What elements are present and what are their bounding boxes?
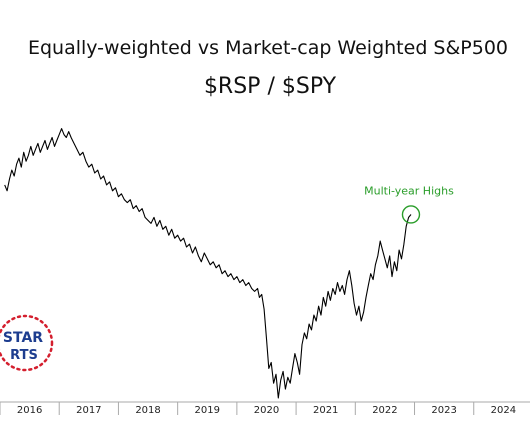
x-tick-label: 2023 (431, 405, 456, 416)
x-tick-label: 2024 (491, 405, 516, 416)
logo-text-bottom: RTS (10, 348, 38, 363)
logo-text-top: STAR (3, 330, 43, 346)
chart-title: Equally-weighted vs Market-cap Weighted … (28, 37, 508, 59)
x-tick-label: 2021 (313, 405, 338, 416)
logo-ring (0, 314, 54, 372)
x-axis-ticks (0, 402, 475, 415)
chart-subtitle: $RSP / $SPY (204, 74, 337, 99)
annotation-circle (401, 205, 421, 224)
series-line-rsp-spy (4, 128, 412, 399)
x-tick-label: 2019 (195, 405, 220, 416)
x-tick-label: 2022 (372, 405, 397, 416)
x-tick-label: 2018 (135, 405, 160, 416)
x-tick-label: 2016 (17, 405, 42, 416)
logo-badge: STAR RTS (0, 314, 54, 372)
x-axis-tick-labels: 2016 2017 2018 2019 2020 2021 2022 2023 2024 (17, 405, 516, 416)
x-tick-label: 2020 (254, 405, 279, 416)
annotation-label: Multi-year Highs (364, 184, 454, 197)
x-tick-label: 2017 (76, 405, 101, 416)
